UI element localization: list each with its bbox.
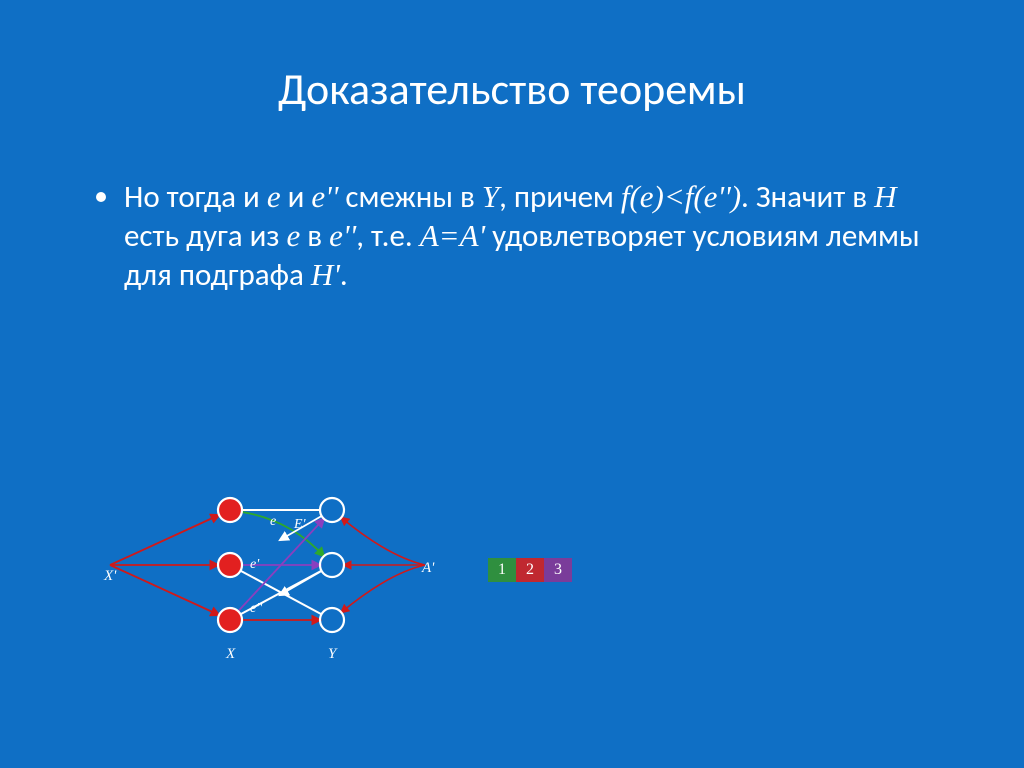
svg-text:e: e <box>270 514 276 529</box>
math-text: A=A' <box>420 218 485 253</box>
bullet-dot-icon <box>96 192 106 202</box>
plain-text: Но тогда и <box>124 178 267 216</box>
math-text: f(e)<f(e'') <box>621 179 741 214</box>
plain-text: и <box>281 178 312 216</box>
math-text: e <box>287 218 301 253</box>
math-text: e'' <box>329 218 356 253</box>
slide: Доказательство теоремы Но тогда и e и e'… <box>0 0 1024 768</box>
body-text: Но тогда и e и e'' смежны в Y, причем f(… <box>96 178 936 294</box>
plain-text: смежны в <box>338 178 482 216</box>
svg-text:X: X <box>225 646 236 662</box>
color-cells: 123 <box>488 558 572 582</box>
svg-text:Y: Y <box>328 646 338 662</box>
svg-text:X': X' <box>103 568 117 584</box>
math-text: Y <box>482 179 499 214</box>
svg-text:e'': e'' <box>250 601 263 616</box>
math-text: H' <box>311 257 340 292</box>
plain-text: в <box>300 217 329 255</box>
plain-text: , причем <box>499 178 621 216</box>
plain-text: , т.е. <box>356 217 420 255</box>
bullet-content: Но тогда и e и e'' смежны в Y, причем f(… <box>124 178 936 294</box>
svg-text:e': e' <box>250 557 260 572</box>
color-cell: 2 <box>516 558 544 582</box>
color-cell: 3 <box>544 558 572 582</box>
svg-text:E': E' <box>293 517 307 532</box>
plain-text: есть дуга из <box>124 217 287 255</box>
svg-text:A': A' <box>421 560 435 576</box>
math-text: e <box>267 179 281 214</box>
plain-text: . <box>340 256 348 294</box>
bullet-row: Но тогда и e и e'' смежны в Y, причем f(… <box>96 178 936 294</box>
math-text: H <box>874 179 896 214</box>
bipartite-diagram: X' A' X Ye E' e' e'' <box>80 470 450 710</box>
slide-title: Доказательство теоремы <box>0 62 1024 116</box>
math-text: e'' <box>311 179 338 214</box>
color-cell: 1 <box>488 558 516 582</box>
plain-text: . Значит в <box>741 178 874 216</box>
